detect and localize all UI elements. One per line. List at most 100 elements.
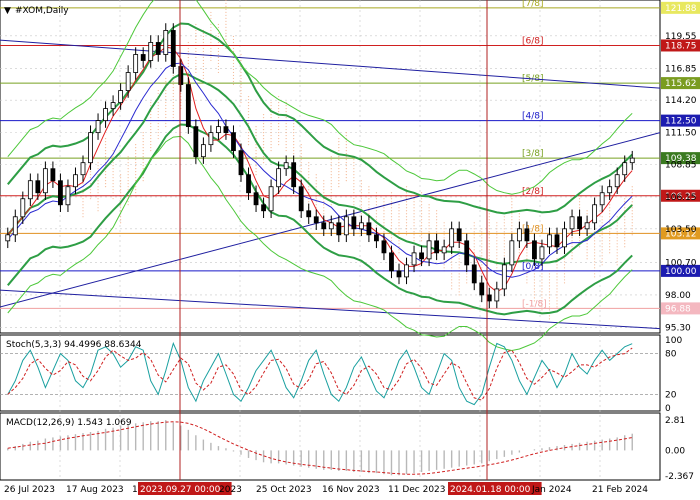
candle-body[interactable] <box>118 90 124 103</box>
candle-body[interactable] <box>396 270 402 278</box>
candle-body[interactable] <box>185 84 191 128</box>
candle-body[interactable] <box>351 216 357 230</box>
candle-body[interactable] <box>261 204 266 212</box>
candle-body[interactable] <box>35 180 41 194</box>
candle-body[interactable] <box>200 144 206 158</box>
cloud-dot <box>548 279 551 281</box>
cloud-dot <box>104 153 107 155</box>
candle-body[interactable] <box>110 102 116 109</box>
candle-body[interactable] <box>501 264 507 290</box>
candle-body[interactable] <box>426 240 432 260</box>
candle-body[interactable] <box>283 162 289 170</box>
cloud-dot <box>82 204 84 206</box>
candle-body[interactable] <box>268 186 274 212</box>
candle-body[interactable] <box>434 240 440 254</box>
candle-body[interactable] <box>50 168 56 182</box>
candle-body[interactable] <box>246 174 251 194</box>
candle-body[interactable] <box>95 120 101 134</box>
candle-body[interactable] <box>577 216 582 230</box>
candle-body[interactable] <box>547 234 552 248</box>
candle-body[interactable] <box>584 222 590 230</box>
candle-body[interactable] <box>133 54 139 73</box>
candle-body[interactable] <box>58 180 63 206</box>
candle-body[interactable] <box>539 246 545 260</box>
candle-body[interactable] <box>238 150 244 176</box>
cloud-dot <box>210 23 212 26</box>
candle-body[interactable] <box>163 30 169 55</box>
candlesticks[interactable] <box>5 23 635 309</box>
candle-body[interactable] <box>554 234 560 248</box>
candle-body[interactable] <box>88 132 93 164</box>
candle-body[interactable] <box>27 180 33 200</box>
candle-body[interactable] <box>516 228 522 242</box>
candle-body[interactable] <box>358 222 364 230</box>
candle-body[interactable] <box>479 282 485 296</box>
candle-body[interactable] <box>374 234 379 242</box>
candle-body[interactable] <box>65 186 71 206</box>
candle-body[interactable] <box>532 240 537 260</box>
candle-body[interactable] <box>223 126 229 134</box>
candle-body[interactable] <box>306 210 312 218</box>
candle-body[interactable] <box>524 228 530 242</box>
candle-body[interactable] <box>253 192 259 206</box>
cloud-dot <box>398 219 400 221</box>
candle-body[interactable] <box>170 30 176 67</box>
candle-body[interactable] <box>208 132 214 146</box>
macd-panel[interactable] <box>0 412 661 481</box>
candle-body[interactable] <box>291 162 297 188</box>
cloud-dot <box>405 204 408 206</box>
cloud-dot <box>586 258 588 260</box>
candle-body[interactable] <box>298 186 304 212</box>
candle-body[interactable] <box>569 216 575 230</box>
candle-body[interactable] <box>629 157 635 164</box>
candle-body[interactable] <box>381 240 387 254</box>
candle-body[interactable] <box>494 288 500 302</box>
candle-body[interactable] <box>486 294 492 302</box>
candle-body[interactable] <box>178 66 184 85</box>
cloud-dot <box>481 234 483 236</box>
candle-body[interactable] <box>592 204 598 224</box>
candle-body[interactable] <box>464 240 470 266</box>
stoch-panel[interactable] <box>0 334 661 412</box>
cloud-dot <box>420 234 423 236</box>
candle-body[interactable] <box>419 252 424 260</box>
candle-body[interactable] <box>562 228 567 248</box>
candle-body[interactable] <box>321 222 327 230</box>
candle-body[interactable] <box>449 228 455 248</box>
candle-body[interactable] <box>148 42 154 61</box>
candle-body[interactable] <box>471 264 477 284</box>
candle-body[interactable] <box>276 168 282 188</box>
candle-body[interactable] <box>5 234 11 242</box>
cloud-dot <box>518 213 520 215</box>
candle-body[interactable] <box>366 222 372 236</box>
candle-body[interactable] <box>73 174 78 188</box>
candle-body[interactable] <box>404 264 409 278</box>
candle-body[interactable] <box>607 186 613 194</box>
candle-body[interactable] <box>231 132 236 152</box>
candle-body[interactable] <box>336 222 342 236</box>
candle-body[interactable] <box>509 240 515 266</box>
candle-body[interactable] <box>140 54 146 61</box>
candle-body[interactable] <box>42 168 48 194</box>
candle-body[interactable] <box>193 126 199 158</box>
candle-body[interactable] <box>328 222 334 230</box>
candle-body[interactable] <box>12 216 18 236</box>
candle-body[interactable] <box>20 198 26 218</box>
candle-body[interactable] <box>599 192 605 206</box>
candle-body[interactable] <box>155 42 161 55</box>
candle-body[interactable] <box>614 174 620 188</box>
candle-body[interactable] <box>389 252 394 272</box>
candle-body[interactable] <box>441 246 447 254</box>
candle-body[interactable] <box>343 216 349 236</box>
candle-body[interactable] <box>216 126 221 134</box>
candle-body[interactable] <box>411 252 417 266</box>
candle-body[interactable] <box>456 228 462 242</box>
candle-body[interactable] <box>622 162 628 176</box>
candle-body[interactable] <box>80 162 86 176</box>
cloud-dot <box>481 252 483 254</box>
candle-body[interactable] <box>103 108 108 122</box>
price-panel[interactable] <box>0 0 661 334</box>
candle-body[interactable] <box>125 72 131 91</box>
candle-body[interactable] <box>313 216 319 224</box>
